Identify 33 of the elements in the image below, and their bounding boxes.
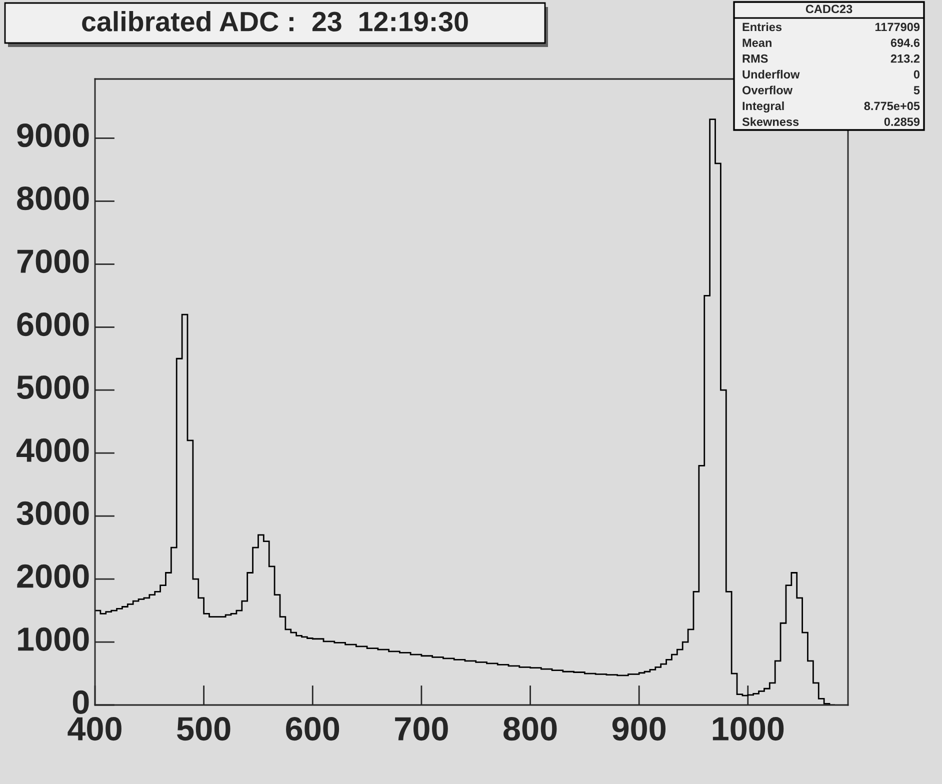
y-tick-label: 3000 (16, 501, 89, 526)
text: RMS (742, 54, 768, 63)
x-tick-label: 600 (286, 716, 340, 741)
text: 0.2859 (884, 118, 920, 126)
y-tick-label: 5000 (17, 375, 89, 400)
annotation: Overflow (742, 86, 793, 94)
y-tick-label: 6000 (17, 312, 89, 336)
chart-title: calibrated ADC : 23 12:19:30 (82, 11, 468, 32)
text: Mean (742, 38, 772, 47)
x-tick-label: 1000 (712, 716, 784, 741)
annotation: Integral (742, 101, 784, 113)
x-tick-label: 500 (177, 716, 230, 741)
text: Underflow (742, 70, 800, 79)
text: 213.2 (890, 54, 920, 63)
y-tick-label: 0 (72, 690, 89, 714)
y-tick-label: 4000 (16, 438, 89, 462)
text: 0 (914, 70, 920, 79)
text: 694.6 (890, 38, 920, 47)
x-tick-label: 700 (395, 716, 448, 741)
text: 5 (914, 86, 920, 94)
annotation: Skewness (742, 117, 799, 126)
y-tick-label: 8000 (17, 186, 89, 210)
y-tick-label: 7000 (17, 250, 89, 274)
x-tick-label: 400 (68, 716, 122, 741)
x-tick-label: 900 (612, 716, 666, 741)
text: 1177909 (875, 22, 920, 32)
text: CADC23 (806, 4, 852, 14)
y-tick-label: 9000 (17, 124, 89, 148)
y-tick-label: 1000 (18, 627, 89, 651)
text: 8.775e+05 (864, 102, 920, 110)
y-tick-label: 2000 (17, 564, 89, 588)
x-tick-label: 800 (504, 716, 557, 741)
text: Entries (742, 22, 782, 32)
